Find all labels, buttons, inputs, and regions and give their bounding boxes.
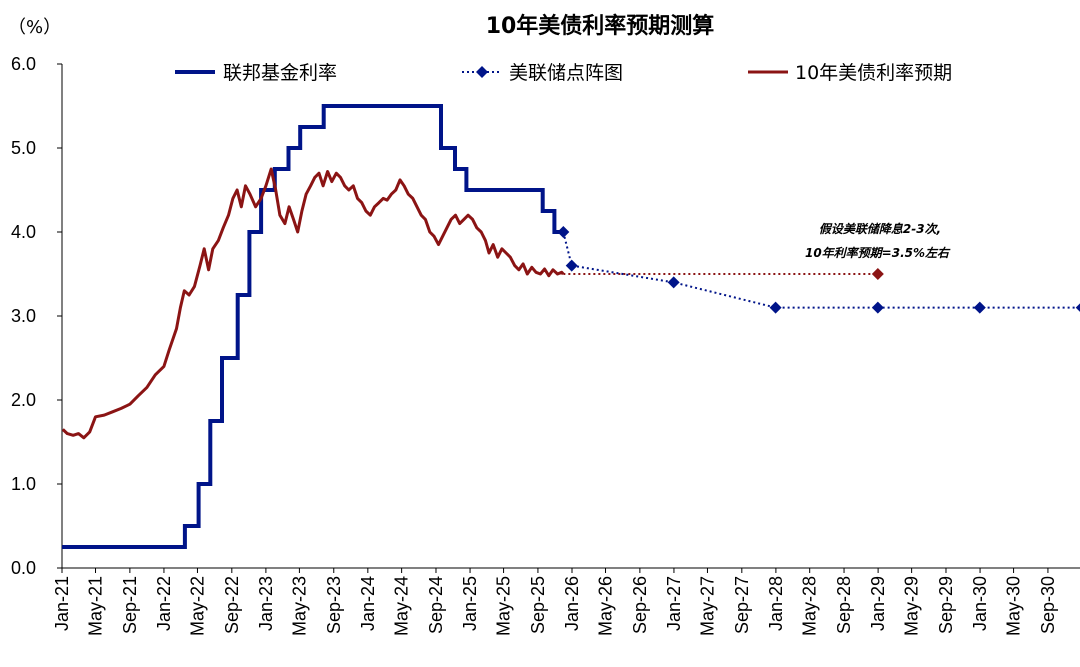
dot-plot-marker (565, 259, 578, 272)
x-tick-label: Jan-25 (460, 576, 480, 631)
legend-label-10y-yield: 10年美债利率预期 (795, 62, 952, 84)
x-tick-label: Jan-28 (766, 576, 786, 631)
x-tick-label: Sep-28 (834, 576, 854, 634)
x-tick-label: Jan-27 (664, 576, 684, 631)
x-tick-label: Sep-27 (732, 576, 752, 634)
annotation-line-2: 10年利率预期=3.5%左右 (805, 246, 951, 260)
x-tick-label: Sep-24 (426, 576, 446, 634)
dot-plot-marker (557, 226, 570, 238)
annotation: 假设美联储降息2-3次, 10年利率预期=3.5%左右 (805, 222, 951, 260)
x-tick-label: Jan-26 (562, 576, 582, 631)
y-tick-label: 3.0 (11, 306, 36, 326)
legend-item-dot-plot: 美联储点阵图 (462, 62, 623, 84)
x-tick-label: May-24 (392, 576, 412, 636)
x-tick-label: May-27 (697, 576, 717, 636)
x-tick-label: Jan-21 (52, 576, 72, 631)
legend-item-10y-yield: 10年美债利率预期 (748, 62, 952, 84)
x-tick-label: May-23 (289, 576, 309, 636)
y-tick-label: 2.0 (11, 390, 36, 410)
legend: 联邦基金利率 美联储点阵图 10年美债利率预期 (175, 62, 952, 84)
dot-plot-marker (769, 301, 782, 314)
x-tick-label: Jan-22 (154, 576, 174, 631)
dot-plot-marker (1075, 303, 1080, 312)
y-tick-label: 0.0 (11, 558, 36, 578)
dot-plot-marker (973, 301, 986, 314)
x-tick-label: Jan-24 (358, 576, 378, 631)
dot-plot-marker (871, 301, 884, 314)
fed-funds-rate-line (62, 104, 564, 549)
y-tick-label: 6.0 (11, 54, 36, 74)
legend-item-fed-funds: 联邦基金利率 (175, 62, 337, 84)
y-axis: 0.0 1.0 2.0 3.0 4.0 5.0 6.0 (11, 54, 63, 578)
dot-plot-marker (667, 276, 680, 289)
legend-marker-dot-plot (476, 66, 488, 78)
x-tick-label: Jan-29 (868, 576, 888, 631)
x-tick-label: May-29 (902, 576, 922, 636)
ten-year-projection-marker (871, 268, 884, 280)
x-tick-label: May-26 (596, 576, 616, 636)
x-axis: Jan-21 May-21 Sep-21 Jan-22 May-22 Sep-22 Jan-… (52, 567, 1080, 636)
x-tick-label: Sep-21 (120, 576, 140, 634)
x-tick-label: Jan-23 (256, 576, 276, 631)
y-axis-unit-label: （%） (8, 17, 61, 38)
x-tick-label: May-30 (1004, 576, 1024, 636)
x-tick-label: May-22 (187, 576, 207, 636)
x-tick-label: May-21 (86, 576, 106, 636)
x-tick-label: Sep-22 (222, 576, 242, 634)
chart-title: 10年美债利率预期测算 (486, 13, 715, 39)
x-tick-label: Sep-26 (630, 576, 650, 634)
ten-year-yield-line (61, 167, 565, 440)
x-tick-label: Sep-29 (936, 576, 956, 634)
legend-label-dot-plot: 美联储点阵图 (509, 62, 623, 84)
x-tick-label: May-28 (800, 576, 820, 636)
y-tick-label: 5.0 (11, 138, 36, 158)
x-tick-label: Sep-25 (528, 576, 548, 634)
x-tick-label: Sep-30 (1038, 576, 1058, 634)
x-tick-label: May-25 (494, 576, 514, 636)
x-tick-label: Sep-23 (324, 576, 344, 634)
dot-plot-line (562, 231, 1080, 309)
y-tick-label: 1.0 (11, 474, 36, 494)
y-tick-label: 4.0 (11, 222, 36, 242)
legend-label-fed-funds: 联邦基金利率 (223, 62, 337, 84)
annotation-line-1: 假设美联储降息2-3次, (819, 222, 941, 236)
plot-area (61, 104, 1080, 549)
x-tick-label: Jan-30 (970, 576, 990, 631)
